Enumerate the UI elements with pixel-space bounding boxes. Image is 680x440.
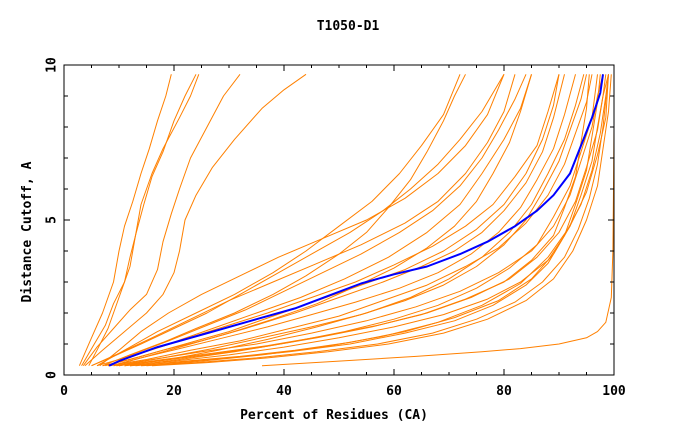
y-tick-label: 0 [45,371,60,379]
model-series-line-29 [151,74,612,367]
model-series-line-22 [102,74,466,367]
model-series-line-20 [118,74,587,367]
model-series-line-8 [96,74,461,367]
x-tick-label: 0 [60,384,68,399]
model-series-line-14 [118,74,609,367]
x-tick-label: 80 [496,384,512,399]
x-tick-label: 100 [602,384,626,399]
model-series-line-15 [110,74,576,367]
model-series-line-24 [261,74,615,367]
model-series-line-2 [81,74,200,366]
model-series-line-1 [78,74,172,366]
model-series-line-3 [82,73,241,366]
model-series-line-21 [135,74,607,367]
x-axis-label: Percent of Residues (CA) [240,408,428,423]
model-series-line-18 [129,74,601,367]
y-tick-label: 5 [45,216,60,224]
model-series-line-10 [102,74,565,367]
model-series-line-5 [88,74,197,366]
chart-title: T1050-D1 [317,19,380,34]
model-series-line-6 [91,74,505,367]
model-series-line-11 [105,74,560,367]
x-tick-label: 60 [386,384,402,399]
model-series-line-25 [124,74,585,367]
x-tick-label: 40 [276,384,292,399]
model-series-line-17 [124,74,609,367]
model-series-line-26 [140,74,609,367]
model-series-line-28 [129,74,598,367]
model-series-line-19 [107,74,527,367]
y-axis-label: Distance Cutoff, A [20,161,35,302]
highlight-series-line [108,74,604,367]
plot-frame [63,64,615,376]
model-series-line-27 [113,74,532,367]
y-tick-label: 10 [45,57,60,73]
model-series-line-23 [146,74,609,367]
x-tick-label: 20 [166,384,182,399]
model-series-line-30 [99,74,505,367]
model-series-line-12 [107,74,593,367]
series-layer [78,73,615,367]
model-series-line-4 [84,73,307,367]
ticks-layer: 0 20 40 60 80 100 0 5 10 [45,57,626,399]
